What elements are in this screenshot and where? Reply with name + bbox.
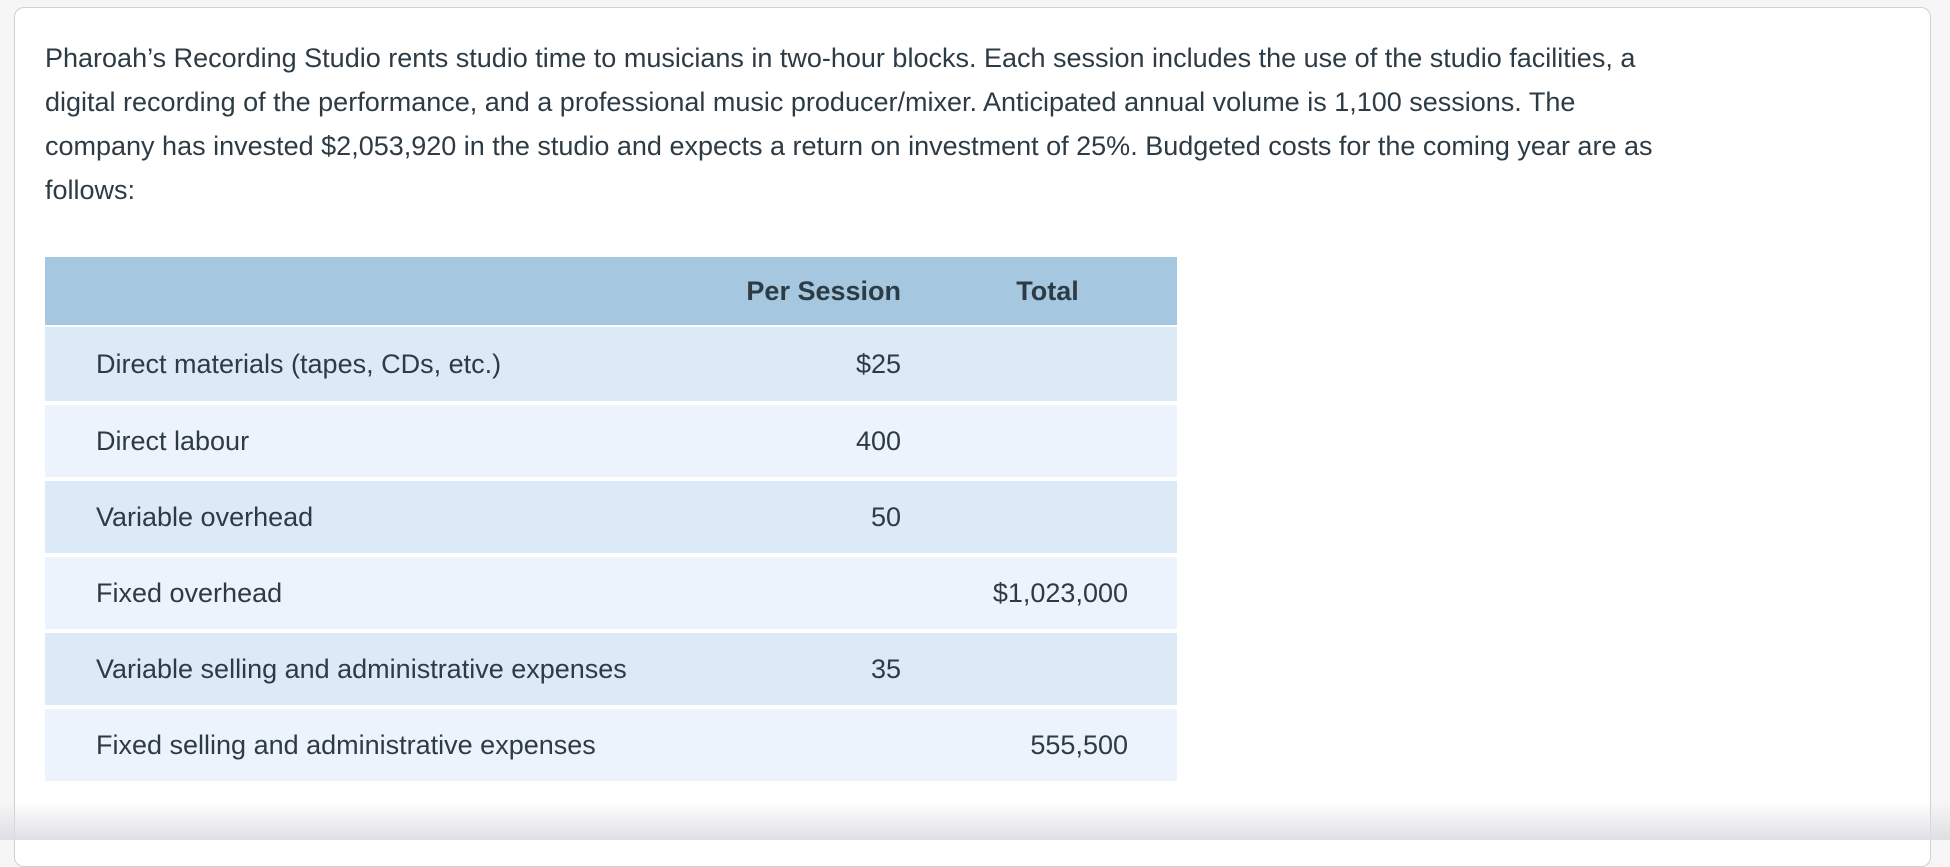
header-per-session: Per Session — [697, 257, 917, 325]
row-per-session-value — [697, 553, 917, 629]
table-row: Direct materials (tapes, CDs, etc.) $25 — [45, 325, 1177, 401]
paragraph-line: company has invested $2,053,920 in the s… — [45, 131, 1653, 161]
row-label: Variable selling and administrative expe… — [45, 629, 697, 705]
row-total-value — [917, 477, 1177, 553]
problem-statement: Pharoah’s Recording Studio rents studio … — [45, 36, 1900, 212]
paragraph-line: digital recording of the performance, an… — [45, 87, 1576, 117]
table-body: Direct materials (tapes, CDs, etc.) $25 … — [45, 325, 1177, 781]
row-label: Variable overhead — [45, 477, 697, 553]
row-label: Direct materials (tapes, CDs, etc.) — [45, 325, 697, 401]
page-background: { "problem": { "lines": [ "Pharoah’s Rec… — [0, 7, 1950, 867]
row-per-session-value: 35 — [697, 629, 917, 705]
paragraph-line: follows: — [45, 175, 136, 205]
row-total-value — [917, 629, 1177, 705]
question-card: Pharoah’s Recording Studio rents studio … — [14, 7, 1931, 867]
header-item-cell — [45, 257, 697, 325]
table-row: Fixed selling and administrative expense… — [45, 705, 1177, 781]
table-header-row: Per Session Total — [45, 257, 1177, 325]
paragraph-line: Pharoah’s Recording Studio rents studio … — [45, 43, 1636, 73]
row-per-session-value: $25 — [697, 325, 917, 401]
table-row: Variable selling and administrative expe… — [45, 629, 1177, 705]
row-per-session-value: 50 — [697, 477, 917, 553]
row-total-value: 555,500 — [917, 705, 1177, 781]
header-total: Total — [917, 257, 1177, 325]
table-row: Direct labour 400 — [45, 401, 1177, 477]
row-total-value — [917, 325, 1177, 401]
row-total-value — [917, 401, 1177, 477]
row-per-session-value: 400 — [697, 401, 917, 477]
table-row: Fixed overhead $1,023,000 — [45, 553, 1177, 629]
row-total-value: $1,023,000 — [917, 553, 1177, 629]
table-row: Variable overhead 50 — [45, 477, 1177, 553]
row-label: Direct labour — [45, 401, 697, 477]
row-label: Fixed overhead — [45, 553, 697, 629]
row-label: Fixed selling and administrative expense… — [45, 705, 697, 781]
row-per-session-value — [697, 705, 917, 781]
budget-table: Per Session Total Direct materials (tape… — [45, 257, 1177, 781]
